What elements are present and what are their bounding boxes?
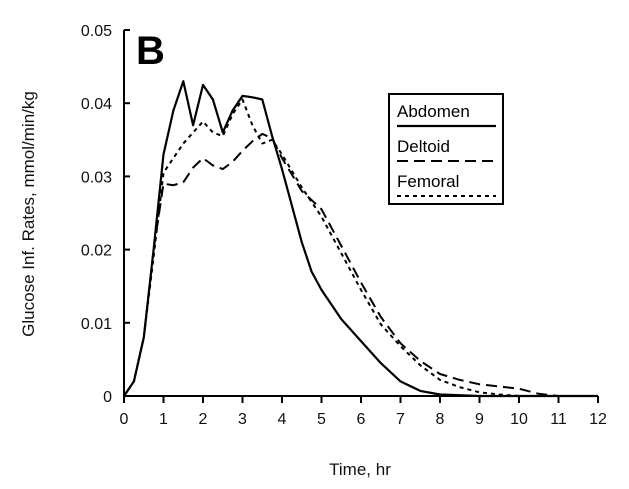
y-tick-label: 0.04	[81, 96, 112, 113]
x-tick-label: 12	[589, 411, 607, 428]
x-tick-label: 0	[120, 411, 129, 428]
y-tick-label: 0.01	[81, 316, 112, 333]
legend-label-femoral: Femoral	[397, 172, 459, 191]
series-line-deltoid	[123, 132, 598, 397]
y-tick-label: 0.05	[81, 23, 112, 40]
x-tick-label: 2	[199, 411, 208, 428]
axes: 00.010.020.030.040.050 1 2 3 4 5 6 7 8 9 10 11 12	[81, 23, 607, 428]
series-line-abdomen	[123, 80, 598, 398]
y-tick-label: 0.02	[81, 243, 112, 260]
x-tick-label: 10	[510, 411, 528, 428]
x-tick-label: 11	[550, 411, 567, 428]
legend-label-abdomen: Abdomen	[397, 102, 470, 121]
x-tick-label: 3	[238, 411, 247, 428]
x-tick-label: 6	[357, 411, 366, 428]
x-tick-label: 7	[396, 411, 405, 428]
y-axis-label: Glucose Inf. Rates, mmol/min/kg	[19, 91, 38, 337]
x-tick-label: 4	[278, 411, 287, 428]
legend-label-deltoid: Deltoid	[397, 137, 450, 156]
x-tick-label: 8	[436, 411, 445, 428]
x-tick-label: 5	[317, 411, 326, 428]
y-tick-label: 0	[103, 389, 112, 406]
x-tick-label: 1	[159, 411, 168, 428]
series-line-femoral	[123, 98, 598, 397]
y-tick-label: 0.03	[81, 169, 112, 186]
x-axis-label: Time, hr	[329, 460, 391, 479]
series-layer	[123, 80, 598, 398]
legend: Abdomen Deltoid Femoral	[388, 93, 504, 205]
panel-letter: B	[136, 29, 165, 73]
legend-box	[388, 93, 504, 205]
x-tick-label: 9	[475, 411, 484, 428]
